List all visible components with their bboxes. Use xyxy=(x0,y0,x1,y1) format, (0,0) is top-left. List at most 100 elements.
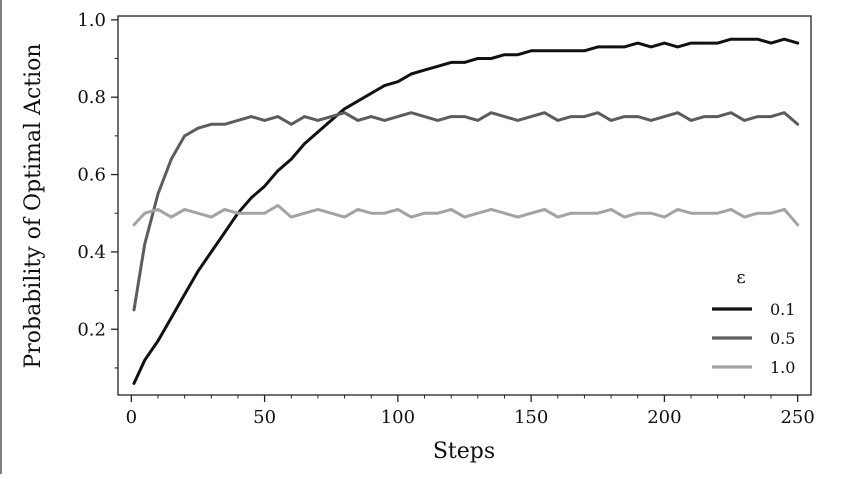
legend-label: 1.0 xyxy=(770,358,795,377)
data-point xyxy=(703,212,706,215)
data-point xyxy=(370,115,373,118)
data-point xyxy=(516,119,519,122)
data-point xyxy=(476,119,479,122)
data-point xyxy=(636,41,639,45)
legend-title: ε xyxy=(736,267,745,288)
data-point xyxy=(743,215,746,219)
data-point xyxy=(132,308,136,312)
data-point xyxy=(529,115,533,118)
data-point xyxy=(250,212,253,215)
data-point xyxy=(410,72,413,76)
x-tick-label: 150 xyxy=(514,407,548,428)
data-point xyxy=(170,316,173,319)
data-point xyxy=(756,115,759,118)
data-point xyxy=(263,185,266,188)
data-point xyxy=(529,212,533,215)
data-point xyxy=(436,212,439,215)
data-point xyxy=(596,111,599,114)
data-point xyxy=(143,243,146,246)
data-point xyxy=(490,111,493,114)
data-point xyxy=(716,212,719,215)
data-point xyxy=(796,223,799,226)
data-point xyxy=(556,49,559,52)
data-point xyxy=(609,45,613,49)
data-point xyxy=(609,208,613,211)
data-point xyxy=(383,212,386,215)
data-point xyxy=(316,130,320,134)
data-point xyxy=(569,115,573,118)
data-point xyxy=(156,192,160,196)
data-point xyxy=(543,49,546,52)
series-0-1 xyxy=(132,37,800,385)
x-tick-label: 50 xyxy=(253,407,276,428)
data-point xyxy=(529,49,533,52)
data-point xyxy=(676,111,679,114)
data-point xyxy=(303,142,306,145)
data-point xyxy=(370,92,373,95)
data-point xyxy=(132,223,136,226)
data-point xyxy=(623,215,626,219)
data-point xyxy=(383,119,386,122)
data-point xyxy=(223,123,226,126)
x-axis-title: Steps xyxy=(433,439,495,464)
data-point xyxy=(729,208,733,211)
data-point xyxy=(143,212,146,215)
data-point xyxy=(583,212,586,215)
y-tick-label: 0.6 xyxy=(77,165,106,186)
data-point xyxy=(569,49,573,52)
data-point xyxy=(490,57,493,60)
data-point xyxy=(250,196,253,199)
data-point xyxy=(783,38,786,41)
data-point xyxy=(330,212,333,215)
y-tick-label: 0.8 xyxy=(77,87,106,108)
data-point xyxy=(132,382,136,385)
data-point xyxy=(796,123,799,126)
legend: ε 0.1 0.5 1.0 xyxy=(712,267,795,377)
data-point xyxy=(636,115,639,118)
data-point xyxy=(703,115,706,118)
data-point xyxy=(783,111,786,114)
data-point xyxy=(210,250,213,254)
data-point xyxy=(769,115,773,118)
data-point xyxy=(609,119,613,122)
data-point xyxy=(743,38,746,41)
data-point xyxy=(450,61,453,64)
data-point xyxy=(343,107,346,111)
data-point xyxy=(303,115,306,118)
x-tick-label: 200 xyxy=(647,407,681,428)
data-point xyxy=(276,204,280,207)
data-point xyxy=(250,115,253,118)
data-point xyxy=(556,215,559,219)
data-point xyxy=(636,212,639,215)
data-point xyxy=(170,215,173,219)
data-point xyxy=(210,215,213,219)
data-point xyxy=(183,208,186,211)
data-point xyxy=(183,134,186,138)
y-axis-title: Probability of Optimal Action xyxy=(21,43,46,368)
data-point xyxy=(463,61,466,64)
data-point xyxy=(503,115,506,118)
data-point xyxy=(156,208,160,211)
data-point xyxy=(490,208,493,211)
data-point xyxy=(663,41,666,45)
data-point xyxy=(263,119,266,122)
data-point xyxy=(756,212,759,215)
data-point xyxy=(649,119,653,122)
data-point xyxy=(156,339,160,343)
data-point xyxy=(689,119,693,122)
data-point xyxy=(436,119,439,122)
data-point xyxy=(623,115,626,118)
data-point xyxy=(676,208,679,211)
data-point xyxy=(729,111,733,114)
data-point xyxy=(583,115,586,118)
data-point xyxy=(196,212,200,215)
data-point xyxy=(649,45,653,49)
data-point xyxy=(183,293,186,296)
data-point xyxy=(716,115,719,118)
data-point xyxy=(703,41,706,45)
data-point xyxy=(556,119,559,122)
data-point xyxy=(343,215,346,219)
y-tick-label: 0.4 xyxy=(77,242,106,263)
y-tick-label: 1.0 xyxy=(77,10,106,31)
